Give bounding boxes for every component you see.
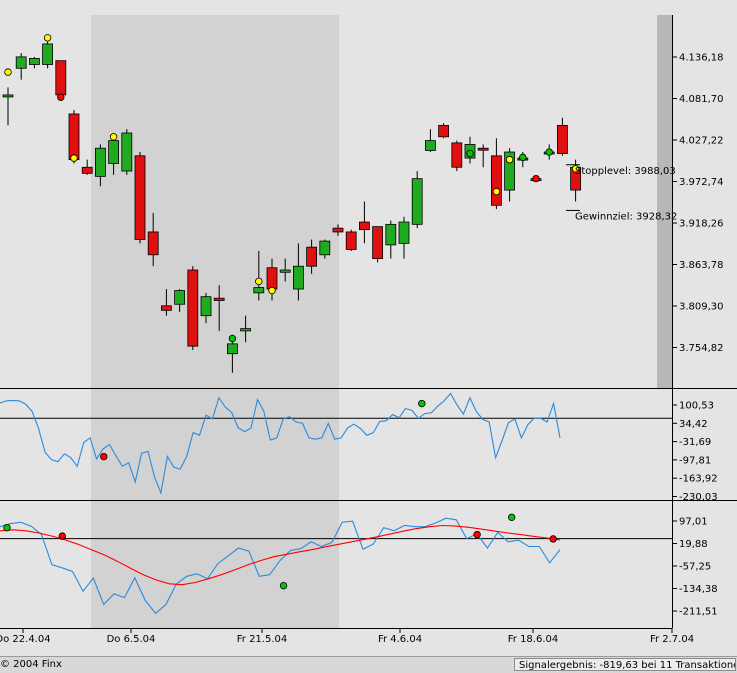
y-tick-label: -211,51	[679, 607, 718, 618]
candle-body	[187, 269, 199, 347]
signal-marker	[505, 155, 514, 164]
signal-marker	[4, 68, 12, 76]
y-tick-label: 3.754,82	[679, 343, 724, 354]
candle-body	[477, 147, 489, 151]
candle-body	[253, 287, 265, 294]
x-tick-label: Do 6.5.04	[107, 634, 156, 645]
candle-body	[385, 223, 397, 246]
y-tick-label: -31,69	[679, 437, 711, 448]
copyright-text: © 2004 Finx	[0, 659, 62, 670]
candle-body	[240, 328, 252, 332]
moving-average-series-line	[0, 517, 561, 615]
candle-body	[81, 166, 93, 174]
signal-marker	[545, 148, 553, 156]
signal-marker	[466, 149, 474, 158]
shaded-period	[91, 15, 339, 628]
signal-marker	[418, 399, 426, 408]
y-tick-label: 19,88	[679, 539, 708, 550]
candle-body	[279, 269, 291, 273]
signal-marker	[532, 174, 540, 183]
y-tick-label: 3.863,78	[679, 260, 724, 271]
y-tick-label: 100,53	[679, 401, 714, 412]
signal-marker	[57, 93, 65, 101]
y-tick-label: 4.136,18	[679, 53, 724, 64]
x-tick-label: Fr 4.6.04	[378, 634, 422, 645]
y-tick-label: 3.972,74	[679, 177, 724, 188]
candle-body	[332, 227, 344, 233]
candle-body	[213, 297, 225, 301]
candle-body	[108, 140, 119, 164]
candle-body	[95, 147, 106, 177]
signal-marker	[473, 530, 481, 539]
x-tick-label: Fr 21.5.04	[237, 634, 287, 645]
y-tick-label: -134,38	[679, 584, 718, 595]
x-tick-label: Do 22.4.04	[0, 634, 51, 645]
y-tick-label: 34,42	[679, 419, 708, 430]
signal-marker	[100, 452, 108, 461]
signal-marker	[279, 581, 288, 590]
signal-result-box: Signalergebnis: -819,63 bei 11 Transakti…	[514, 658, 736, 671]
signal-marker	[109, 133, 118, 141]
signal-marker	[507, 513, 516, 522]
y-tick-label: -97,81	[679, 455, 711, 466]
y-tick-label: 4.081,70	[679, 94, 724, 105]
signal-marker	[492, 187, 501, 196]
y-tick-label: -230,03	[679, 492, 718, 503]
candle-body	[398, 221, 410, 244]
signal-marker	[519, 153, 527, 162]
candle-body	[121, 132, 133, 172]
candle-body	[2, 94, 14, 98]
candle-body	[411, 178, 423, 225]
price-scale-band	[657, 15, 672, 388]
signal-marker	[3, 523, 11, 532]
annotation-label: Stopplevel: 3988,03	[575, 166, 676, 177]
candle-body	[15, 56, 27, 69]
candle-body	[451, 142, 463, 168]
status-bar: © 2004 Finx Signalergebnis: -819,63 bei …	[0, 656, 737, 673]
candle-body	[504, 151, 516, 191]
candle-body	[174, 290, 186, 305]
signal-marker	[255, 277, 263, 286]
candle-body	[306, 246, 318, 267]
signal-marker	[43, 34, 52, 42]
candle-body	[292, 265, 304, 290]
candle-body	[490, 155, 502, 206]
signal-marker	[268, 286, 276, 295]
annotation-label: Gewinnziel: 3928,32	[575, 211, 677, 222]
candle-body	[424, 140, 436, 151]
y-tick-label: -163,92	[679, 474, 718, 485]
candle-body	[358, 221, 370, 231]
candle-body	[55, 60, 67, 96]
moving-average-series-line	[0, 524, 561, 586]
candle-body	[28, 57, 40, 65]
candle-body	[200, 296, 212, 317]
oscillator-series-line	[0, 392, 561, 495]
signal-marker	[228, 334, 237, 343]
signal-marker	[58, 532, 67, 540]
candle-body	[134, 155, 146, 240]
y-tick-label: 3.918,26	[679, 219, 724, 230]
candle-body	[160, 305, 172, 311]
x-tick-label: Fr 18.6.04	[508, 634, 558, 645]
signal-marker	[549, 535, 557, 543]
y-tick-label: 3.809,30	[679, 302, 724, 313]
candle-body	[345, 231, 357, 250]
signal-marker	[571, 165, 580, 173]
trading-chart: 4.136,18 4.081,70 4.027,22 3.972,74 3.918,26…	[0, 15, 737, 645]
candle-body	[319, 240, 331, 256]
signal-marker	[70, 154, 78, 162]
candle-body	[557, 124, 568, 154]
y-tick-label: 4.027,22	[679, 136, 724, 147]
candle-body	[372, 226, 384, 259]
candle-body	[226, 343, 238, 355]
candle-body	[266, 267, 278, 290]
candle-body	[68, 113, 80, 161]
y-tick-label: -57,25	[679, 562, 711, 573]
candle-body	[438, 124, 450, 138]
candle-body	[147, 231, 159, 256]
candle-body	[42, 43, 53, 65]
x-tick-label: Fr 2.7.04	[650, 634, 694, 645]
y-tick-label: 97,01	[679, 517, 708, 528]
